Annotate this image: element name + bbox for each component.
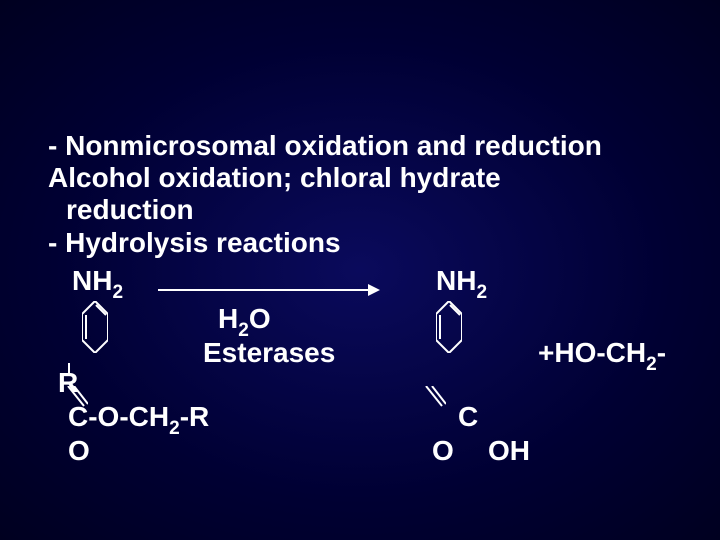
h2o-h: H (218, 303, 238, 334)
hoch2-sub: 2 (646, 354, 657, 375)
nh2-left-text: NH (72, 265, 112, 296)
left-chain-tail: -R (180, 401, 210, 432)
left-chain-text: C-O-CH (68, 401, 169, 432)
left-o: O (68, 435, 90, 467)
right-c: C (458, 401, 478, 433)
line-2: Alcohol oxidation; chloral hydrate (48, 162, 680, 194)
arrow-label-h2o: H2O (218, 303, 271, 341)
nh2-right-text: NH (436, 265, 476, 296)
hoch2-tail: - (657, 337, 666, 368)
line-3: reduction (48, 194, 680, 226)
right-o: O (432, 435, 454, 467)
h2o-o: O (249, 303, 271, 334)
benzene-ring-right (436, 301, 462, 353)
nh2-left: NH2 (72, 265, 123, 303)
benzene-ring-left (82, 301, 108, 353)
double-bond-right (424, 383, 446, 405)
arrow-label-esterases: Esterases (203, 337, 335, 369)
left-chain: C-O-CH2-R (68, 401, 209, 439)
left-chain-sub: 2 (169, 418, 180, 439)
nh2-right-sub: 2 (476, 282, 487, 303)
nh2-left-sub: 2 (112, 282, 123, 303)
product-hoch2: +HO-CH2- (538, 337, 666, 375)
hoch2-text: +HO-CH (538, 337, 646, 368)
right-oh: OH (488, 435, 530, 467)
line-4: - Hydrolysis reactions (48, 227, 680, 259)
line-1: - Nonmicrosomal oxidation and reduction (48, 130, 680, 162)
slide-content: - Nonmicrosomal oxidation and reduction … (48, 130, 680, 485)
reaction-diagram: NH2 NH2 (48, 265, 680, 485)
nh2-right: NH2 (436, 265, 487, 303)
reaction-arrow (158, 289, 378, 291)
